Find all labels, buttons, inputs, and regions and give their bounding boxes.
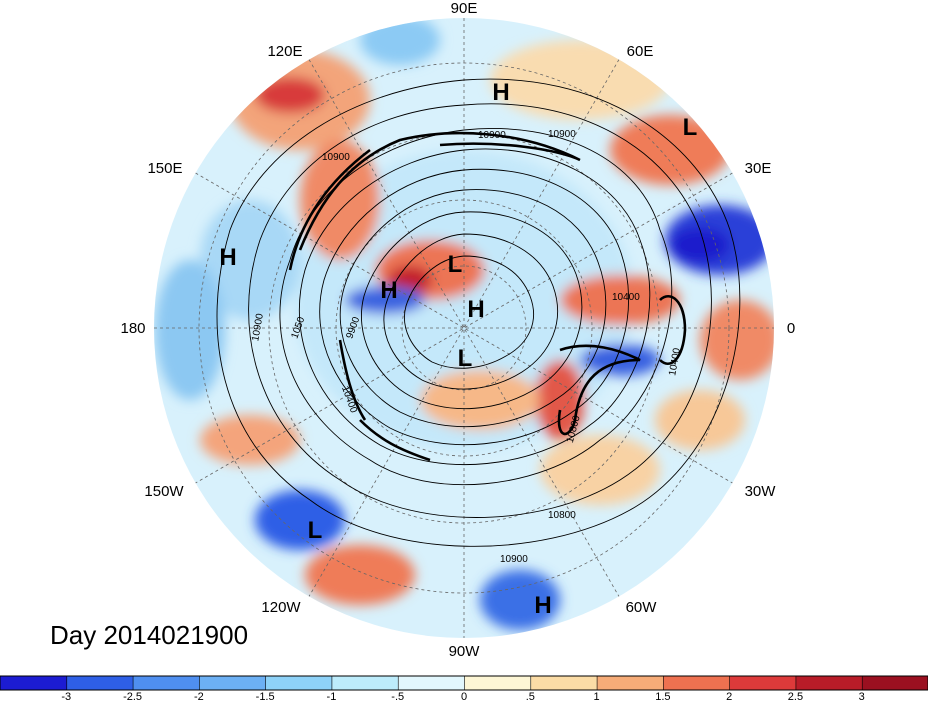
colorbar-tick-label: -1.5: [256, 691, 275, 702]
lon-label-150e: 150E: [147, 160, 182, 177]
contour-label: 10400: [612, 292, 640, 303]
lon-label-0: 0: [787, 320, 795, 337]
high-center-label: H: [219, 244, 236, 271]
contour-label: 1050: [289, 315, 307, 340]
lon-label-120w: 120W: [261, 599, 301, 616]
lon-label-60w: 60W: [626, 599, 658, 616]
colorbar-tick-label: .5: [526, 691, 535, 702]
contour-label: 10900: [500, 554, 528, 565]
colorbar-tick-label: -1: [327, 691, 337, 702]
low-center-label: L: [308, 517, 323, 544]
contour-label: 10900: [548, 129, 576, 140]
jet-contours: [288, 131, 687, 462]
colorbar: [0, 675, 928, 691]
colorbar-tick-label: 2: [726, 691, 732, 702]
lon-label-30e: 30E: [745, 160, 772, 177]
high-center-label: H: [467, 296, 484, 323]
contour-label: 10900: [250, 312, 266, 342]
low-center-label: L: [448, 251, 463, 278]
colorbar-tick-label: -2: [194, 691, 204, 702]
high-center-label: H: [380, 277, 397, 304]
colorbar-tick-label: 2.5: [788, 691, 803, 702]
lon-label-90w: 90W: [449, 643, 481, 660]
lon-label-180: 180: [120, 320, 145, 337]
contour-label: 10400: [339, 385, 359, 415]
contour-label: 10800: [565, 414, 583, 444]
colorbar-tick-label: -.5: [391, 691, 404, 702]
lon-label-60e: 60E: [627, 43, 654, 60]
lon-label-120e: 120E: [267, 43, 302, 60]
contour-label: 10800: [548, 510, 576, 521]
high-center-label: H: [534, 592, 551, 619]
colorbar-tick-label: 1.5: [655, 691, 670, 702]
lon-label-30w: 30W: [745, 483, 777, 500]
contour-label: 10400: [667, 347, 683, 377]
high-center-label: H: [492, 79, 509, 106]
contour-label: 9900: [344, 315, 362, 340]
low-center-label: L: [683, 114, 698, 141]
contour-label: 10900: [478, 130, 506, 141]
colorbar-tick-label: 3: [859, 691, 865, 702]
date-title: Day 2014021900: [50, 620, 249, 650]
lon-label-150w: 150W: [144, 483, 184, 500]
contour-label: 10900: [322, 152, 350, 163]
graticule: [154, 18, 774, 638]
colorbar-tick-label: -2.5: [123, 691, 142, 702]
colorbar-tick-label: 0: [461, 691, 467, 702]
lon-label-90e: 90E: [451, 0, 478, 17]
colorbar-tick-label: 1: [594, 691, 600, 702]
low-center-label: L: [458, 345, 473, 372]
colorbar-ticks: -3 -2.5 -2 -1.5 -1 -.5 0 .5 1 1.5 2 2.5 3: [61, 691, 864, 702]
colorbar-tick-label: -3: [61, 691, 71, 702]
